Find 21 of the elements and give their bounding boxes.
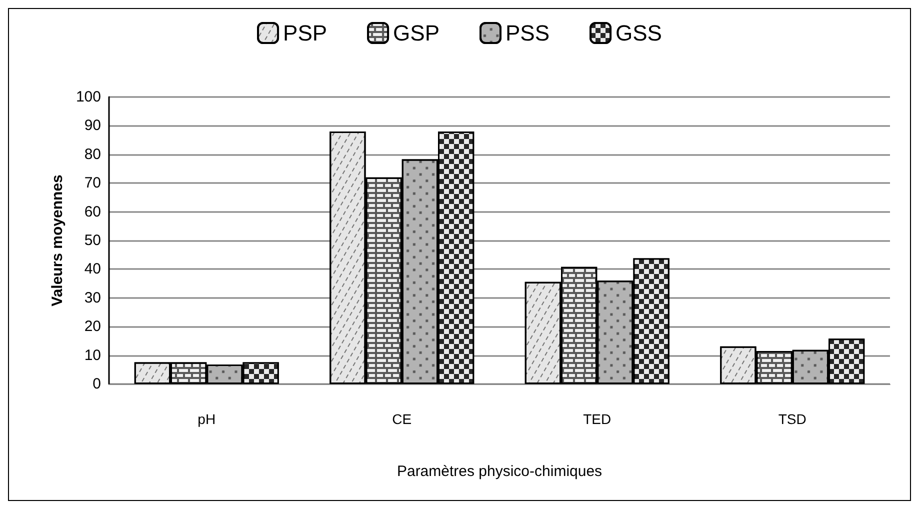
x-tick-label: TSD [778, 411, 806, 427]
x-axis-title: Paramètres physico-chimiques [396, 463, 602, 480]
y-axis-title: Valeurs moyennes [49, 174, 66, 306]
y-tick-label: 10 [84, 346, 101, 364]
x-tick-label: CE [392, 411, 412, 427]
x-tick-label: pH [198, 411, 216, 427]
y-tick-label: 20 [84, 318, 101, 336]
legend-label: PSS [506, 20, 550, 46]
y-tick-label: 40 [84, 260, 101, 278]
legend-label: GSP [393, 20, 440, 46]
y-tick-label: 100 [76, 88, 101, 106]
legend-label: PSP [283, 20, 328, 46]
y-tick-label: 30 [84, 289, 101, 306]
y-tick-label: 80 [84, 146, 101, 163]
y-tick-label: 50 [84, 232, 101, 249]
y-tick-label: 90 [84, 117, 101, 134]
y-tick-label: 60 [84, 203, 101, 220]
legend-label: GSS [616, 20, 662, 46]
y-tick-label: 0 [92, 376, 101, 392]
y-tick-label: 70 [84, 174, 101, 192]
x-tick-label: TED [583, 411, 612, 427]
